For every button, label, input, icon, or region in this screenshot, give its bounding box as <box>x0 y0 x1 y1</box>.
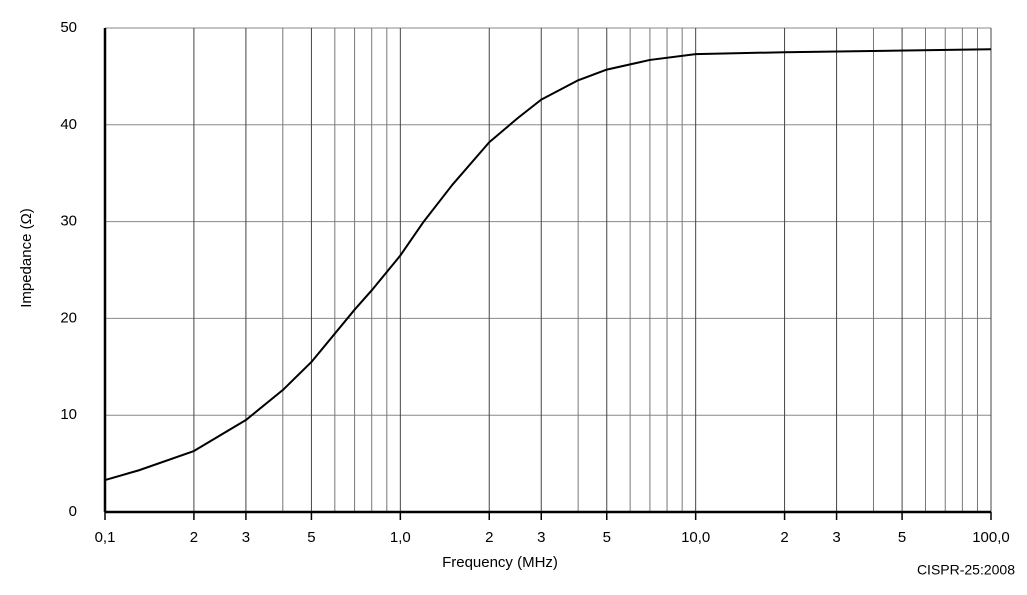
y-axis-label: Impedance (Ω) <box>18 208 35 308</box>
x-tick-label: 5 <box>898 529 906 546</box>
y-tick-label: 10 <box>60 406 77 423</box>
line <box>104 48 992 482</box>
x-tick-label: 10,0 <box>681 529 710 546</box>
annotation: CISPR-25:2008 <box>917 562 1015 578</box>
x-tick-label: 2 <box>485 529 493 546</box>
x-tick-label: 5 <box>307 529 315 546</box>
x-tick-label: 2 <box>190 529 198 546</box>
x-tick-label: 3 <box>832 529 840 546</box>
x-tick-label: 3 <box>242 529 250 546</box>
x-tick-label: 1,0 <box>390 529 411 546</box>
x-tick-label: 0,1 <box>95 529 116 546</box>
y-tick-label: 50 <box>60 19 77 36</box>
y-tick-label: 40 <box>60 116 77 133</box>
x-tick-label: 5 <box>603 529 611 546</box>
x-tick-label: 2 <box>780 529 788 546</box>
x-tick-label: 3 <box>537 529 545 546</box>
y-tick-label: 30 <box>60 213 77 230</box>
y-tick-label: 20 <box>60 309 77 326</box>
x-tick-label: 100,0 <box>972 529 1010 546</box>
y-tick-label: 0 <box>69 503 77 520</box>
x-axis-label: Frequency (MHz) <box>442 554 558 571</box>
